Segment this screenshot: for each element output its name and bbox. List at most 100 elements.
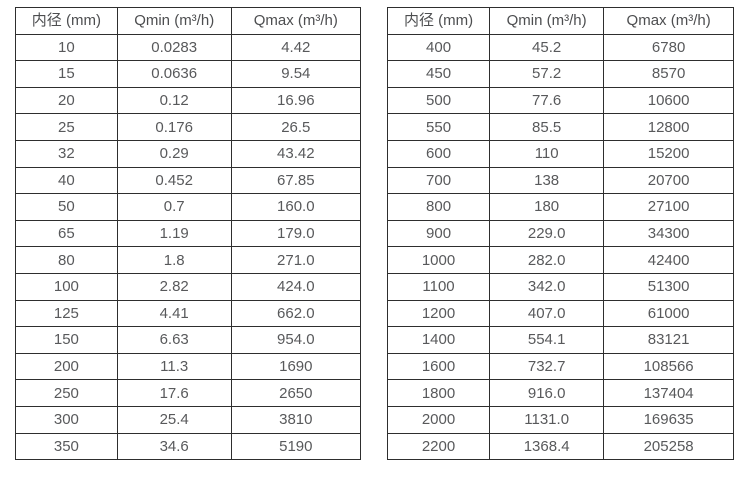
table-row: 500 77.6 10600 — [386, 86, 734, 115]
column-header: Qmin (m³/h) — [489, 7, 605, 35]
diameter-cell: 800 — [386, 193, 491, 221]
table-row: 1000 282.0 42400 — [386, 246, 734, 274]
qmin-cell: 282.0 — [489, 246, 605, 274]
table-row: 700 138 20700 — [386, 166, 734, 195]
qmax-cell: 271.0 — [230, 246, 362, 274]
qmin-cell: 17.6 — [116, 379, 232, 407]
table-row: 200 11.3 1690 — [15, 352, 362, 381]
qmin-cell: 0.176 — [116, 113, 232, 141]
spec-table-small-diameters: 内径 (mm) Qmin (m³/h) Qmax (m³/h) 10 0.0283 4.… — [15, 7, 362, 461]
table-row: 100 2.82 424.0 — [15, 272, 362, 301]
diameter-cell: 1100 — [386, 272, 491, 301]
qmin-cell: 0.452 — [116, 166, 232, 195]
diameter-cell: 65 — [15, 219, 118, 248]
table-header: 内径 (mm) Qmin (m³/h) Qmax (m³/h) — [386, 7, 734, 35]
table-row: 125 4.41 662.0 — [15, 299, 362, 328]
qmin-cell: 34.6 — [116, 432, 232, 461]
qmin-cell: 342.0 — [489, 272, 605, 301]
table-row: 450 57.2 8570 — [386, 60, 734, 88]
diameter-cell: 125 — [15, 299, 118, 328]
qmax-cell: 108566 — [603, 352, 734, 381]
qmax-cell: 27100 — [603, 193, 734, 221]
table-row: 550 85.5 12800 — [386, 113, 734, 141]
qmin-cell: 1131.0 — [489, 405, 605, 434]
qmax-cell: 9.54 — [230, 60, 362, 88]
qmax-cell: 160.0 — [230, 193, 362, 221]
diameter-cell: 100 — [15, 272, 118, 301]
qmin-cell: 180 — [489, 193, 605, 221]
qmax-cell: 954.0 — [230, 326, 362, 354]
qmax-cell: 10600 — [603, 86, 734, 115]
qmin-cell: 0.0283 — [116, 33, 232, 62]
qmin-cell: 1.8 — [116, 246, 232, 274]
diameter-cell: 900 — [386, 219, 491, 248]
qmin-cell: 57.2 — [489, 60, 605, 88]
table-row: 15 0.0636 9.54 — [15, 60, 362, 88]
diameter-cell: 300 — [15, 405, 118, 434]
qmax-cell: 1690 — [230, 352, 362, 381]
qmax-cell: 179.0 — [230, 219, 362, 248]
qmax-cell: 4.42 — [230, 33, 362, 62]
table-row: 400 45.2 6780 — [386, 33, 734, 62]
qmax-cell: 20700 — [603, 166, 734, 195]
diameter-cell: 10 — [15, 33, 118, 62]
qmax-cell: 205258 — [603, 432, 734, 461]
table-row: 2200 1368.4 205258 — [386, 432, 734, 461]
diameter-cell: 450 — [386, 60, 491, 88]
qmax-cell: 42400 — [603, 246, 734, 274]
diameter-cell: 1200 — [386, 299, 491, 328]
qmin-cell: 732.7 — [489, 352, 605, 381]
qmax-cell: 6780 — [603, 33, 734, 62]
table-row: 1400 554.1 83121 — [386, 326, 734, 354]
qmax-cell: 169635 — [603, 405, 734, 434]
qmax-cell: 137404 — [603, 379, 734, 407]
qmax-cell: 424.0 — [230, 272, 362, 301]
table-body: 10 0.0283 4.42 15 0.0636 9.54 20 0.12 16.96 25 0.1… — [15, 33, 362, 461]
diameter-cell: 2000 — [386, 405, 491, 434]
qmax-cell: 8570 — [603, 60, 734, 88]
table-row: 50 0.7 160.0 — [15, 193, 362, 221]
diameter-cell: 50 — [15, 193, 118, 221]
diameter-cell: 150 — [15, 326, 118, 354]
table-row: 65 1.19 179.0 — [15, 219, 362, 248]
table-row: 250 17.6 2650 — [15, 379, 362, 407]
diameter-cell: 400 — [386, 33, 491, 62]
qmax-cell: 2650 — [230, 379, 362, 407]
table-row: 1100 342.0 51300 — [386, 272, 734, 301]
table-row: 350 34.6 5190 — [15, 432, 362, 461]
diameter-cell: 32 — [15, 139, 118, 168]
diameter-cell: 15 — [15, 60, 118, 88]
table-row: 80 1.8 271.0 — [15, 246, 362, 274]
diameter-cell: 80 — [15, 246, 118, 274]
qmin-cell: 25.4 — [116, 405, 232, 434]
qmin-cell: 916.0 — [489, 379, 605, 407]
column-header: Qmax (m³/h) — [230, 7, 362, 35]
table-header: 内径 (mm) Qmin (m³/h) Qmax (m³/h) — [15, 7, 362, 35]
spec-table-left-container: 内径 (mm) Qmin (m³/h) Qmax (m³/h) 10 0.0283 4.… — [15, 7, 362, 461]
table-row: 10 0.0283 4.42 — [15, 33, 362, 62]
diameter-cell: 550 — [386, 113, 491, 141]
qmin-cell: 4.41 — [116, 299, 232, 328]
qmax-cell: 3810 — [230, 405, 362, 434]
qmax-cell: 662.0 — [230, 299, 362, 328]
qmin-cell: 110 — [489, 139, 605, 168]
diameter-cell: 500 — [386, 86, 491, 115]
table-row: 40 0.452 67.85 — [15, 166, 362, 195]
table-row: 25 0.176 26.5 — [15, 113, 362, 141]
table-row: 300 25.4 3810 — [15, 405, 362, 434]
diameter-cell: 1800 — [386, 379, 491, 407]
qmin-cell: 0.12 — [116, 86, 232, 115]
diameter-cell: 200 — [15, 352, 118, 381]
qmax-cell: 34300 — [603, 219, 734, 248]
qmax-cell: 15200 — [603, 139, 734, 168]
qmin-cell: 0.0636 — [116, 60, 232, 88]
qmin-cell: 407.0 — [489, 299, 605, 328]
qmax-cell: 51300 — [603, 272, 734, 301]
table-row: 2000 1131.0 169635 — [386, 405, 734, 434]
diameter-cell: 700 — [386, 166, 491, 195]
table-row: 32 0.29 43.42 — [15, 139, 362, 168]
qmin-cell: 1.19 — [116, 219, 232, 248]
diameter-cell: 600 — [386, 139, 491, 168]
qmin-cell: 2.82 — [116, 272, 232, 301]
